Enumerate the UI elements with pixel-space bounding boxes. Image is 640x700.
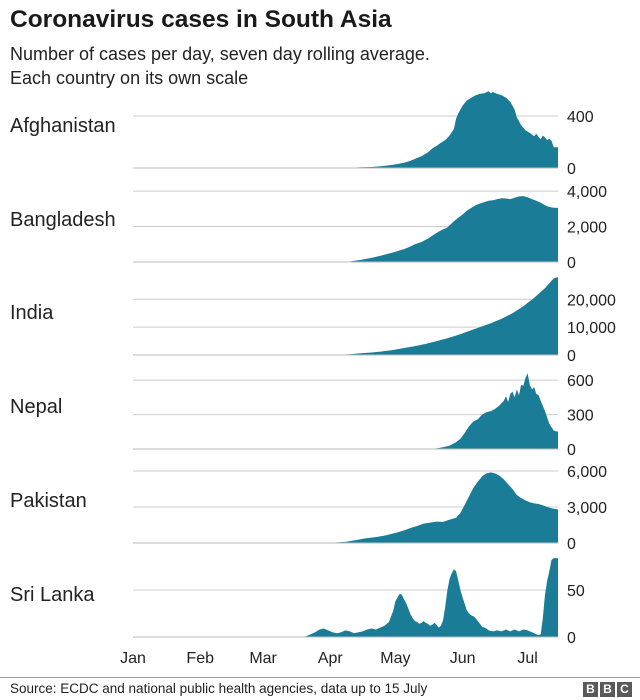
area-series-nepal — [133, 373, 558, 449]
chart-title: Coronavirus cases in South Asia — [10, 6, 392, 33]
y-tick-label: 0 — [567, 255, 576, 272]
panel-nepal: 0 300 600 Nepal — [10, 373, 594, 459]
country-label: Bangladesh — [10, 209, 116, 231]
area-series-pakistan — [133, 472, 558, 543]
bbc-logo-letter-2: B — [600, 682, 615, 697]
x-tick-label: Jun — [450, 650, 476, 667]
y-tick-label: 0 — [567, 348, 576, 365]
y-tick-label: 3,000 — [567, 500, 607, 517]
y-tick-label: 0 — [567, 536, 576, 553]
subtitle-line-2: Each country on its own scale — [10, 68, 249, 88]
x-tick-label: Feb — [186, 650, 214, 667]
y-tick-label: 10,000 — [567, 320, 616, 337]
panel-afghanistan: 0 400 Afghanistan — [10, 91, 594, 178]
y-tick-label: 300 — [567, 408, 594, 425]
country-label: Nepal — [10, 396, 62, 418]
y-tick-label: 0 — [567, 630, 576, 647]
country-label: Pakistan — [10, 490, 87, 512]
y-tick-label: 0 — [567, 161, 576, 178]
panel-india: 0 10,000 20,000 India — [10, 277, 616, 365]
x-tick-label: Mar — [249, 650, 277, 667]
y-tick-label: 4,000 — [567, 184, 607, 201]
footer-divider — [0, 677, 640, 678]
panel-pakistan: 0 3,000 6,000 Pakistan — [10, 464, 607, 553]
subtitle-line-1: Number of cases per day, seven day rolli… — [10, 44, 430, 64]
country-label: Afghanistan — [10, 115, 116, 137]
y-tick-label: 2,000 — [567, 220, 607, 237]
area-series-sri-lanka — [133, 558, 558, 637]
x-tick-label: Jul — [517, 650, 537, 667]
area-series-bangladesh — [133, 196, 558, 262]
source-note: Source: ECDC and national public health … — [10, 681, 428, 696]
bbc-logo-letter-1: B — [583, 682, 598, 697]
y-tick-label: 600 — [567, 373, 594, 390]
country-label: Sri Lanka — [10, 584, 95, 606]
y-tick-label: 0 — [567, 442, 576, 459]
y-tick-label: 400 — [567, 109, 594, 126]
bbc-logo: B B C — [583, 682, 632, 697]
x-tick-label: May — [380, 650, 410, 667]
chart-subtitle: Number of cases per day, seven day rolli… — [10, 42, 430, 90]
x-tick-label: Apr — [318, 650, 344, 667]
bbc-logo-letter-3: C — [617, 682, 632, 697]
area-series-afghanistan — [133, 91, 558, 168]
y-tick-label: 6,000 — [567, 464, 607, 481]
x-tick-label: Jan — [120, 650, 146, 667]
y-tick-label: 20,000 — [567, 292, 616, 309]
y-tick-label: 50 — [567, 583, 585, 600]
area-series-india — [133, 277, 558, 355]
panel-sri-lanka: 0 50 Sri Lanka — [10, 558, 585, 647]
small-multiples-chart: 0 400 Afghanistan 0 2,000 4,000 Bangladesh 0 10,… — [10, 91, 616, 667]
country-label: India — [10, 302, 54, 324]
panel-bangladesh: 0 2,000 4,000 Bangladesh — [10, 184, 607, 272]
